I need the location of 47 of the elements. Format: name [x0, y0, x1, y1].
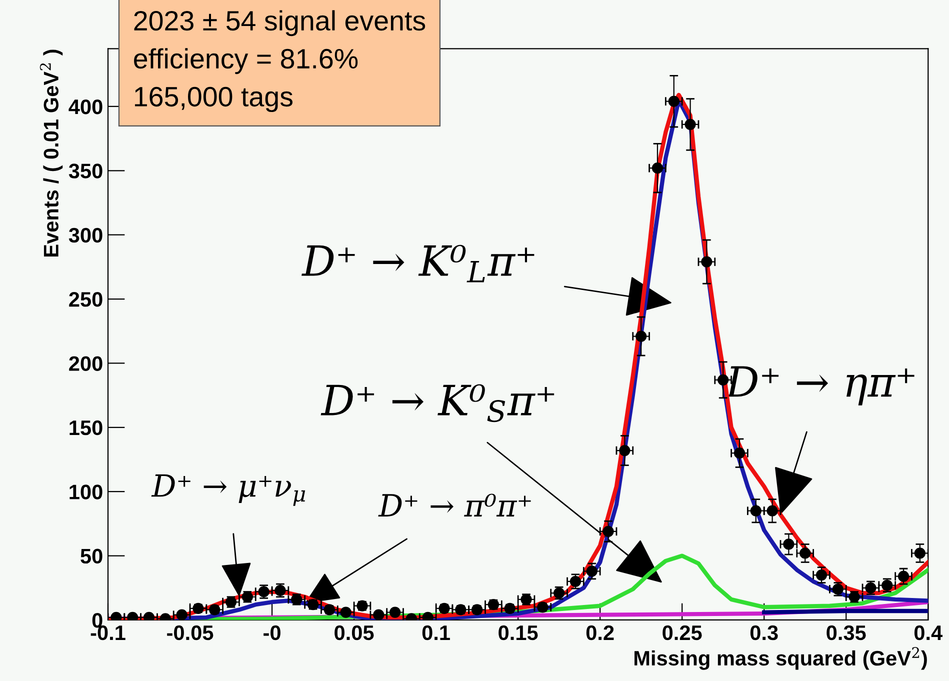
- x-tick-label: 0.4: [914, 625, 942, 640]
- text: 2023 ± 54 signal events: [134, 10, 426, 36]
- x-tick-label: 0.25: [662, 625, 702, 640]
- point: [176, 609, 188, 620]
- point: [898, 570, 910, 582]
- x-tick-label: 0.2: [586, 625, 614, 640]
- annotation: D⁺ → K⁰$_{S}$π⁺: [320, 384, 554, 422]
- x-axis-title: Missing mass squared (GeV$^{2}$): [634, 647, 927, 670]
- x-tick-label: -0: [264, 625, 280, 640]
- point: [914, 548, 926, 559]
- x-tick-label: 0.15: [498, 625, 538, 640]
- point: [766, 505, 778, 516]
- annotation: efficiency = 81.6%: [134, 48, 358, 74]
- point: [636, 330, 647, 342]
- annotation: D⁺ → ηπ⁺: [725, 366, 914, 406]
- point: [586, 566, 598, 577]
- point: [602, 526, 614, 537]
- point: [701, 256, 712, 268]
- y-tick-label: 300: [68, 228, 102, 243]
- x-tick-label: -0.05: [167, 625, 214, 640]
- point: [750, 505, 762, 516]
- y-tick-label: 350: [68, 164, 102, 178]
- point: [783, 538, 794, 550]
- annotation: D⁺ → K⁰$_{L}$π⁺: [302, 244, 534, 282]
- y-tick-label: 150: [70, 420, 102, 436]
- x-tick-label: 0.05: [334, 625, 374, 640]
- point: [652, 162, 664, 174]
- y-axis-title: Events / ( 0.01 GeV$^{2}$ ): [40, 50, 63, 256]
- x-tick-label: 0.1: [422, 625, 450, 640]
- y-tick-label: 100: [70, 484, 102, 500]
- point: [668, 96, 680, 107]
- annotation: 165,000 tags: [134, 86, 292, 112]
- point: [619, 444, 630, 456]
- y-tick-label: 400: [68, 99, 102, 114]
- x-tick-label: 0.3: [750, 625, 778, 640]
- y-tick-label: 250: [69, 292, 102, 307]
- annotation: D⁺ → π⁰π⁺: [378, 494, 531, 516]
- point: [718, 374, 729, 386]
- y-tick-label: 50: [80, 548, 102, 564]
- point: [816, 569, 828, 581]
- point: [373, 609, 384, 620]
- point: [684, 118, 696, 130]
- point: [734, 448, 746, 459]
- annotation: D⁺ → μ⁺ν$_{μ}$: [151, 474, 306, 506]
- y-tick-label: 200: [69, 356, 102, 371]
- point: [800, 548, 811, 559]
- x-tick-label: 0.35: [826, 625, 866, 640]
